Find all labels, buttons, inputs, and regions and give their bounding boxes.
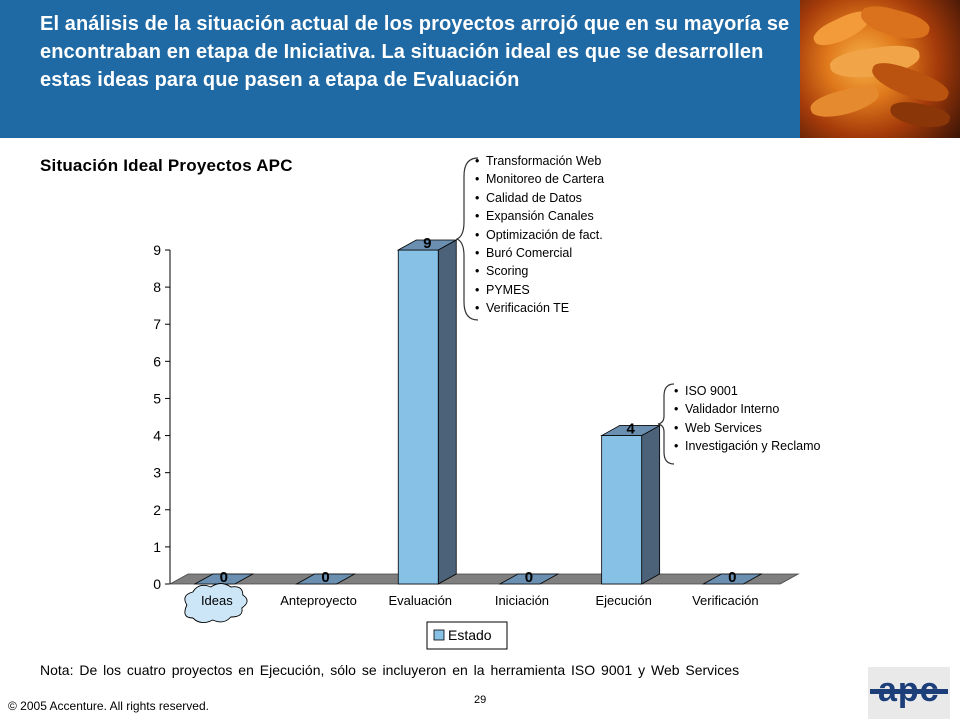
slide-header: El análisis de la situación actual de lo… xyxy=(0,0,960,138)
x-tick-label: Anteproyecto xyxy=(280,593,357,608)
data-label: 4 xyxy=(626,421,635,438)
evaluacion-project-list: Transformación Web Monitoreo de Cartera … xyxy=(475,152,604,318)
bar-top xyxy=(295,573,357,585)
legend-swatch xyxy=(433,629,445,641)
y-tick-label: 9 xyxy=(153,242,161,258)
bar-top xyxy=(396,239,458,251)
y-tick-label: 3 xyxy=(153,465,161,481)
footnote: Nota: De los cuatro proyectos en Ejecuci… xyxy=(40,662,740,678)
legend xyxy=(426,621,508,650)
slide-title: El análisis de la situación actual de lo… xyxy=(40,13,790,91)
list-item: Buró Comercial xyxy=(475,244,604,262)
bar-top xyxy=(600,425,662,436)
bar xyxy=(601,435,643,585)
list-item: Validador Interno xyxy=(674,400,820,418)
data-label: 0 xyxy=(728,569,736,586)
page-number: 29 xyxy=(474,694,487,706)
list-item: Web Services xyxy=(674,419,820,437)
ejecucion-brace xyxy=(657,383,675,465)
bar-top xyxy=(498,573,560,585)
data-label: 9 xyxy=(423,235,431,252)
x-tick-label: Iniciación xyxy=(495,593,549,608)
list-item: ISO 9001 xyxy=(674,382,820,400)
list-item: Investigación y Reclamo xyxy=(674,437,820,455)
list-item: Transformación Web xyxy=(475,152,604,170)
bar-chart: 0 1 2 3 4 5 6 7 8 9 0 Ideas 0 Anteproyecto 9 Evaluación… xyxy=(153,235,800,650)
y-tick-label: 8 xyxy=(153,279,161,295)
legend-label: Estado xyxy=(448,627,492,643)
list-item: Calidad de Datos xyxy=(475,189,604,207)
highlight-cloud xyxy=(184,583,248,623)
list-item: Optimización de fact. xyxy=(475,226,604,244)
chart-floor xyxy=(168,573,800,585)
y-tick-label: 0 xyxy=(153,576,161,592)
y-tick-label: 4 xyxy=(153,428,161,444)
evaluacion-brace xyxy=(456,157,479,321)
y-tick-label: 2 xyxy=(153,502,161,518)
hands-photo xyxy=(800,0,960,138)
list-item: Verificación TE xyxy=(475,299,604,317)
copyright-notice: © 2005 Accenture. All rights reserved. xyxy=(8,699,209,713)
ejecucion-project-list: ISO 9001 Validador Interno Web Services … xyxy=(674,382,820,456)
chart-title: Situación Ideal Proyectos APC xyxy=(40,156,293,175)
list-item: Scoring xyxy=(475,262,604,280)
y-tick-label: 1 xyxy=(153,539,161,555)
y-tick-label: 6 xyxy=(153,353,161,369)
list-item: Expansión Canales xyxy=(475,207,604,225)
x-tick-label: Verificación xyxy=(692,593,758,608)
y-tick-label: 5 xyxy=(153,390,161,406)
data-label: 0 xyxy=(525,569,533,586)
bar xyxy=(397,249,439,585)
data-label: 0 xyxy=(220,569,228,586)
list-item: PYMES xyxy=(475,281,604,299)
list-item: Monitoreo de Cartera xyxy=(475,170,604,188)
x-tick-label: Ideas xyxy=(201,593,233,608)
bar-side xyxy=(437,239,457,585)
y-tick-label: 7 xyxy=(153,316,161,332)
x-tick-label: Ejecución xyxy=(595,593,651,608)
apc-logo: apc xyxy=(868,667,950,719)
data-label: 0 xyxy=(321,569,329,586)
x-tick-label: Evaluación xyxy=(388,593,452,608)
bar-top xyxy=(701,573,763,585)
